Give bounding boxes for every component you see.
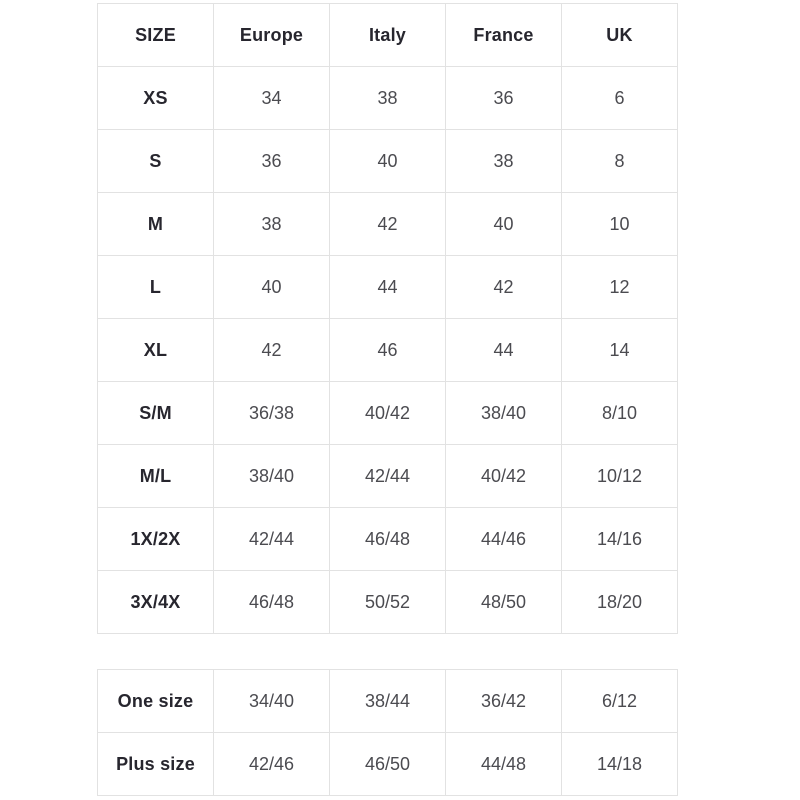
- italy-value: 46: [329, 318, 446, 382]
- france-value: 44: [445, 318, 562, 382]
- europe-value: 42/44: [213, 507, 330, 571]
- italy-value: 38/44: [329, 669, 446, 733]
- europe-value: 36/38: [213, 381, 330, 445]
- size-label: M/L: [97, 444, 214, 508]
- uk-value: 14/16: [561, 507, 678, 571]
- size-conversion-table: SIZE Europe Italy France UK XS 34 38 36 …: [97, 3, 678, 634]
- size-label: S/M: [97, 381, 214, 445]
- uk-value: 12: [561, 255, 678, 319]
- italy-value: 40: [329, 129, 446, 193]
- france-value: 36/42: [445, 669, 562, 733]
- italy-value: 44: [329, 255, 446, 319]
- header-row: SIZE Europe Italy France UK: [97, 3, 678, 67]
- europe-value: 36: [213, 129, 330, 193]
- uk-value: 18/20: [561, 570, 678, 634]
- europe-value: 38: [213, 192, 330, 256]
- europe-value: 42/46: [213, 732, 330, 796]
- france-value: 40/42: [445, 444, 562, 508]
- uk-value: 14: [561, 318, 678, 382]
- france-value: 44/48: [445, 732, 562, 796]
- france-value: 38/40: [445, 381, 562, 445]
- uk-value: 10: [561, 192, 678, 256]
- col-header-italy: Italy: [329, 3, 446, 67]
- uk-value: 6: [561, 66, 678, 130]
- table-row-s: S 36 40 38 8: [97, 129, 678, 193]
- europe-value: 34: [213, 66, 330, 130]
- table-row-m-l: M/L 38/40 42/44 40/42 10/12: [97, 444, 678, 508]
- size-label: M: [97, 192, 214, 256]
- france-value: 36: [445, 66, 562, 130]
- special-sizes-table: One size 34/40 38/44 36/42 6/12 Plus siz…: [97, 669, 678, 796]
- uk-value: 6/12: [561, 669, 678, 733]
- size-label: S: [97, 129, 214, 193]
- size-label: XL: [97, 318, 214, 382]
- italy-value: 38: [329, 66, 446, 130]
- table-row-plus-size: Plus size 42/46 46/50 44/48 14/18: [97, 732, 678, 796]
- italy-value: 42: [329, 192, 446, 256]
- col-header-size: SIZE: [97, 3, 214, 67]
- table-row-s-m: S/M 36/38 40/42 38/40 8/10: [97, 381, 678, 445]
- italy-value: 50/52: [329, 570, 446, 634]
- size-label: 1X/2X: [97, 507, 214, 571]
- europe-value: 40: [213, 255, 330, 319]
- europe-value: 34/40: [213, 669, 330, 733]
- table-row-1x-2x: 1X/2X 42/44 46/48 44/46 14/16: [97, 507, 678, 571]
- uk-value: 10/12: [561, 444, 678, 508]
- france-value: 42: [445, 255, 562, 319]
- table-row-3x-4x: 3X/4X 46/48 50/52 48/50 18/20: [97, 570, 678, 634]
- europe-value: 42: [213, 318, 330, 382]
- size-label: 3X/4X: [97, 570, 214, 634]
- europe-value: 38/40: [213, 444, 330, 508]
- uk-value: 8/10: [561, 381, 678, 445]
- col-header-europe: Europe: [213, 3, 330, 67]
- italy-value: 46/48: [329, 507, 446, 571]
- uk-value: 8: [561, 129, 678, 193]
- table-row-xl: XL 42 46 44 14: [97, 318, 678, 382]
- france-value: 38: [445, 129, 562, 193]
- table-row-xs: XS 34 38 36 6: [97, 66, 678, 130]
- france-value: 40: [445, 192, 562, 256]
- table-row-m: M 38 42 40 10: [97, 192, 678, 256]
- table-row-one-size: One size 34/40 38/44 36/42 6/12: [97, 669, 678, 733]
- size-label: One size: [97, 669, 214, 733]
- size-label: XS: [97, 66, 214, 130]
- size-label: Plus size: [97, 732, 214, 796]
- col-header-france: France: [445, 3, 562, 67]
- italy-value: 46/50: [329, 732, 446, 796]
- europe-value: 46/48: [213, 570, 330, 634]
- size-label: L: [97, 255, 214, 319]
- italy-value: 40/42: [329, 381, 446, 445]
- france-value: 48/50: [445, 570, 562, 634]
- table-row-l: L 40 44 42 12: [97, 255, 678, 319]
- france-value: 44/46: [445, 507, 562, 571]
- uk-value: 14/18: [561, 732, 678, 796]
- col-header-uk: UK: [561, 3, 678, 67]
- italy-value: 42/44: [329, 444, 446, 508]
